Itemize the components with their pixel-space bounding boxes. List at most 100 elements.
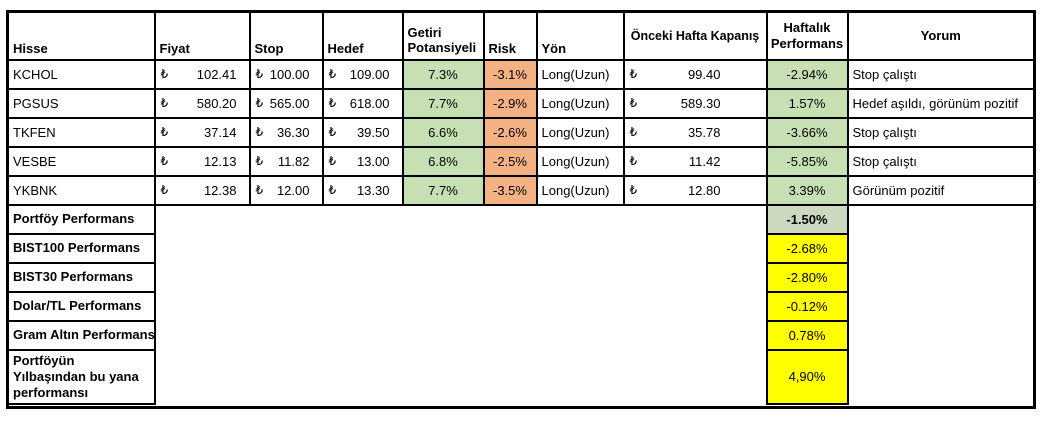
- summary-value-gram-altin: 0.78%: [765, 319, 849, 351]
- lira-symbol: ₺: [160, 183, 169, 197]
- summary-label-ytd: Portföyün Yılbaşından bu yana performans…: [6, 348, 156, 406]
- fiyat-cell: ₺ 12.38: [153, 174, 251, 206]
- portfolio-table-grid: Hisse Fiyat Stop Hedef Getiri Potansiyel…: [6, 10, 1036, 409]
- hedef-value: 39.50: [356, 124, 390, 140]
- stop-cell: ₺ 11.82: [248, 145, 324, 177]
- summary-label-bist100: BIST100 Performans: [6, 232, 156, 264]
- column-header-onceki-hafta-kapanis: Önceki Hafta Kapanış: [622, 10, 768, 61]
- stop-cell: ₺ 100.00: [248, 58, 324, 90]
- yon-cell: Long(Uzun): [535, 174, 625, 206]
- hedef-value: 13.30: [356, 182, 390, 198]
- hedef-cell: ₺ 13.30: [321, 174, 404, 206]
- summary-value-portfoy: -1.50%: [765, 203, 849, 235]
- summary-value-bist30: -2.80%: [765, 261, 849, 293]
- fiyat-value: 12.13: [203, 153, 237, 169]
- onceki-value: 99.40: [687, 66, 721, 82]
- summary-value-dolar-tl: -0.12%: [765, 290, 849, 322]
- haftalik-performans-cell: -3.66%: [765, 116, 849, 148]
- hedef-cell: ₺ 13.00: [321, 145, 404, 177]
- getiri-cell: 7.3%: [401, 58, 485, 90]
- summary-spacer: [155, 321, 767, 350]
- lira-symbol: ₺: [328, 183, 337, 197]
- onceki-value: 589.30: [680, 95, 721, 111]
- hisse-cell: PGSUS: [6, 87, 156, 119]
- onceki-value: 11.42: [688, 153, 721, 169]
- hedef-value: 109.00: [349, 66, 390, 82]
- lira-symbol: ₺: [160, 154, 169, 168]
- summary-row: Gram Altın Performans 0.78%: [6, 319, 1035, 351]
- getiri-cell: 7.7%: [401, 87, 485, 119]
- lira-symbol: ₺: [255, 125, 264, 139]
- risk-cell: -3.5%: [482, 174, 538, 206]
- fiyat-value: 12.38: [203, 182, 237, 198]
- column-header-getiri-potansiyeli: Getiri Potansiyeli: [401, 10, 485, 61]
- lira-symbol: ₺: [255, 183, 264, 197]
- summary-yorum-spacer: [848, 205, 1035, 234]
- lira-symbol: ₺: [328, 154, 337, 168]
- summary-label-portfoy: Portföy Performans: [6, 203, 156, 235]
- yon-cell: Long(Uzun): [535, 58, 625, 90]
- getiri-cell: 6.6%: [401, 116, 485, 148]
- fiyat-cell: ₺ 12.13: [153, 145, 251, 177]
- yon-cell: Long(Uzun): [535, 145, 625, 177]
- header-row: Hisse Fiyat Stop Hedef Getiri Potansiyel…: [6, 10, 1036, 61]
- haftalik-performans-cell: 1.57%: [765, 87, 849, 119]
- summary-yorum-spacer: [848, 321, 1035, 350]
- hedef-value: 13.00: [356, 153, 390, 169]
- column-header-hisse: Hisse: [6, 10, 156, 61]
- summary-yorum-spacer: [848, 263, 1035, 292]
- hedef-value: 618.00: [349, 95, 390, 111]
- hisse-cell: YKBNK: [6, 174, 156, 206]
- fiyat-value: 580.20: [196, 95, 237, 111]
- summary-label-gram-altin: Gram Altın Performans: [6, 319, 156, 351]
- hisse-cell: KCHOL: [6, 58, 156, 90]
- onceki-kapanis-cell: ₺ 11.42: [622, 145, 768, 177]
- lira-symbol: ₺: [629, 154, 638, 168]
- lira-symbol: ₺: [255, 154, 264, 168]
- summary-yorum-spacer: [848, 350, 1035, 405]
- onceki-kapanis-cell: ₺ 99.40: [622, 58, 768, 90]
- onceki-value: 35.78: [687, 124, 721, 140]
- summary-spacer: [155, 205, 767, 234]
- column-header-hedef: Hedef: [321, 10, 404, 61]
- summary-label-dolar-tl: Dolar/TL Performans: [6, 290, 156, 322]
- hisse-cell: TKFEN: [6, 116, 156, 148]
- summary-row: Portföy Performans -1.50%: [6, 203, 1035, 235]
- column-header-risk: Risk: [482, 10, 538, 61]
- table-row: KCHOL ₺ 102.41 ₺ 100.00 ₺ 109.00 7.3% -3.1%…: [6, 58, 1036, 90]
- stop-cell: ₺ 36.30: [248, 116, 324, 148]
- column-header-yorum: Yorum: [846, 10, 1036, 61]
- lira-symbol: ₺: [629, 125, 638, 139]
- yon-cell: Long(Uzun): [535, 116, 625, 148]
- stop-value: 11.82: [277, 153, 310, 169]
- fiyat-value: 37.14: [203, 124, 237, 140]
- summary-row: BIST30 Performans -2.80%: [6, 261, 1035, 293]
- fiyat-cell: ₺ 37.14: [153, 116, 251, 148]
- onceki-kapanis-cell: ₺ 589.30: [622, 87, 768, 119]
- lira-symbol: ₺: [255, 67, 264, 81]
- fiyat-cell: ₺ 580.20: [153, 87, 251, 119]
- yorum-cell: Stop çalıştı: [846, 145, 1036, 177]
- summary-row: Dolar/TL Performans -0.12%: [6, 290, 1035, 322]
- risk-cell: -2.6%: [482, 116, 538, 148]
- summary-spacer: [155, 263, 767, 292]
- lira-symbol: ₺: [328, 125, 337, 139]
- lira-symbol: ₺: [328, 96, 337, 110]
- hedef-cell: ₺ 39.50: [321, 116, 404, 148]
- table-row: TKFEN ₺ 37.14 ₺ 36.30 ₺ 39.50 6.6% -2.6% Lo…: [6, 116, 1036, 148]
- summary-row: BIST100 Performans -2.68%: [6, 232, 1035, 264]
- stop-value: 36.30: [276, 124, 310, 140]
- onceki-kapanis-cell: ₺ 12.80: [622, 174, 768, 206]
- getiri-cell: 7.7%: [401, 174, 485, 206]
- risk-cell: -2.5%: [482, 145, 538, 177]
- summary-value-bist100: -2.68%: [765, 232, 849, 264]
- haftalik-performans-cell: -5.85%: [765, 145, 849, 177]
- lira-symbol: ₺: [160, 96, 169, 110]
- haftalik-performans-cell: 3.39%: [765, 174, 849, 206]
- summary-value-ytd: 4,90%: [765, 348, 849, 406]
- summary-row: Portföyün Yılbaşından bu yana performans…: [6, 348, 1035, 406]
- yorum-cell: Görünüm pozitif: [846, 174, 1036, 206]
- lira-symbol: ₺: [328, 67, 337, 81]
- risk-cell: -2.9%: [482, 87, 538, 119]
- stop-value: 12.00: [276, 182, 310, 198]
